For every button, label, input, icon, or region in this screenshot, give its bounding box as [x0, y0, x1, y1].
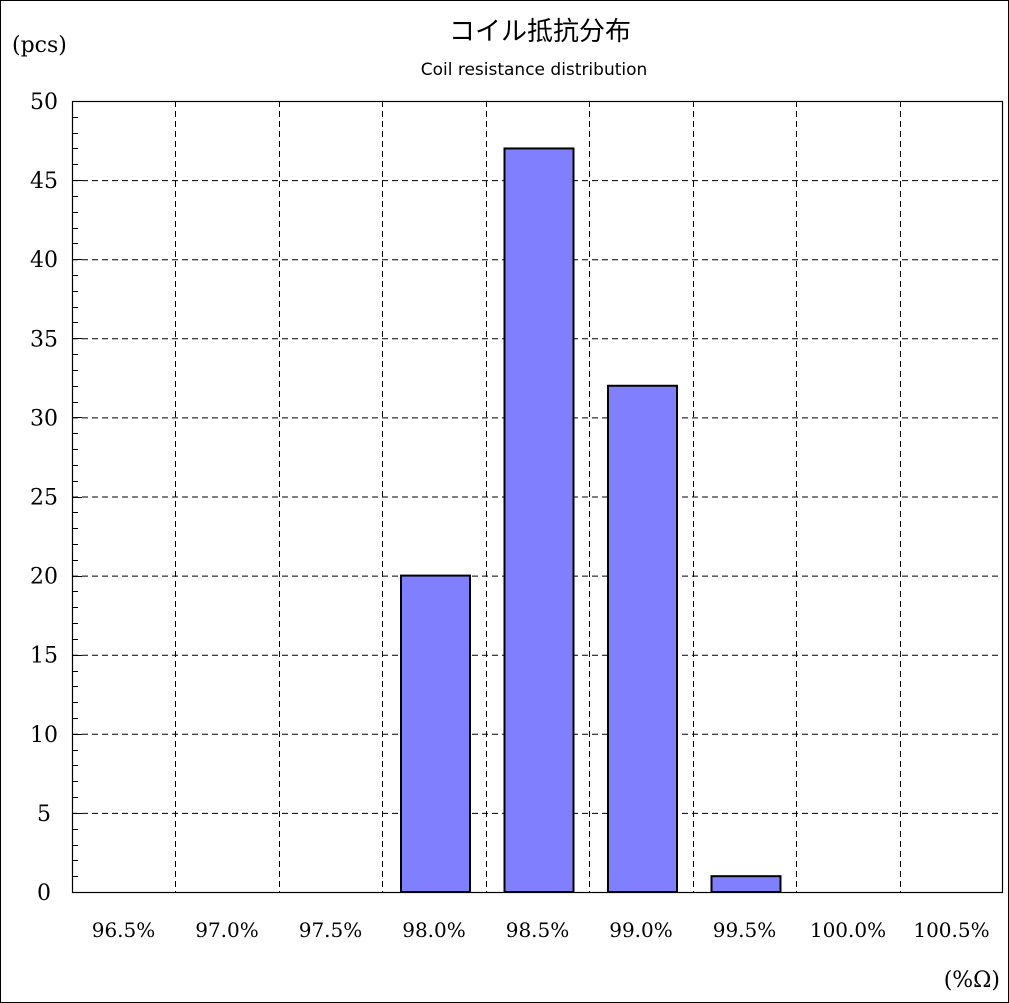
x-tick-label: 96.5% [92, 918, 156, 942]
x-tick-label: 98.0% [402, 918, 466, 942]
y-tick-label: 10 [30, 723, 58, 748]
y-tick-label: 15 [30, 644, 58, 669]
x-tick-label: 99.0% [609, 918, 673, 942]
x-tick-label: 98.5% [506, 918, 570, 942]
bar-98.5% [503, 147, 575, 893]
x-tick-label: 99.5% [713, 918, 777, 942]
y-tick-label: 5 [37, 802, 51, 827]
x-tick-label: 97.5% [299, 918, 363, 942]
axes [71, 100, 1004, 894]
y-tick-label: 25 [30, 486, 58, 511]
y-tick-label: 35 [30, 327, 58, 352]
x-axis-label: (%Ω) [944, 968, 1000, 993]
y-tick-label: 30 [30, 406, 58, 431]
chart-subtitle: Coil resistance distribution [421, 60, 648, 80]
x-tick-label: 100.5% [913, 918, 989, 942]
y-tick-labels: 0 5 10 15 20 25 30 35 40 45 50 [30, 90, 58, 906]
x-tick-label: 97.0% [195, 918, 259, 942]
bar-99.0% [607, 384, 678, 893]
bar-98.0% [400, 574, 471, 893]
y-tick-label: 45 [30, 169, 58, 194]
bar-99.5% [710, 875, 782, 893]
y-axis-label: (pcs) [12, 33, 67, 58]
x-tick-label: 100.0% [810, 918, 886, 942]
y-tick-label: 50 [30, 90, 58, 115]
chart-title: コイル抵抗分布 [449, 17, 631, 47]
y-tick-label: 0 [37, 881, 51, 906]
y-tick-label: 20 [30, 565, 58, 590]
x-tick-labels: 96.5% 97.0% 97.5% 98.0% 98.5% 99.0% 99.5% 100.0… [92, 918, 990, 942]
y-tick-label: 40 [30, 248, 58, 273]
